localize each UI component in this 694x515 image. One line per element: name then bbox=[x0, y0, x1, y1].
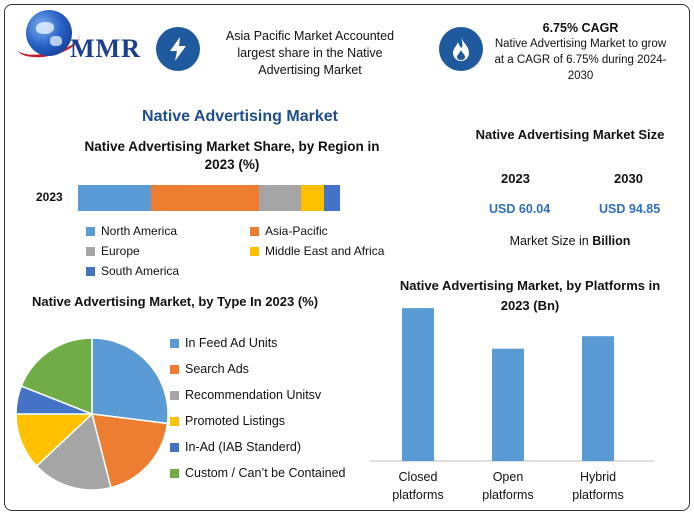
highlight-cagr: 6.75% CAGR Native Advertising Market to … bbox=[493, 20, 668, 84]
market-size-value-2030: USD 94.85 bbox=[599, 202, 661, 216]
region-legend-item: Europe bbox=[86, 244, 140, 258]
region-chart-title: Native Advertising Market Share, by Regi… bbox=[84, 139, 380, 172]
region-legend-item: Asia-Pacific bbox=[250, 224, 328, 238]
market-size-year-2030: 2030 bbox=[614, 171, 643, 186]
legend-label: In Feed Ad Units bbox=[185, 336, 278, 350]
cagr-text: Native Advertising Market to grow at a C… bbox=[494, 38, 667, 82]
pie-slice-recommendation-unitsv bbox=[35, 412, 112, 491]
globe-icon bbox=[26, 10, 72, 56]
mmr-logo: MMR bbox=[12, 8, 142, 68]
type-legend-item: Promoted Listings bbox=[170, 414, 285, 428]
market-size-value-2023: USD 60.04 bbox=[489, 202, 551, 216]
lightning-icon bbox=[156, 27, 200, 71]
platform-tick-label: platforms bbox=[482, 488, 533, 502]
legend-label: Middle East and Africa bbox=[265, 244, 385, 258]
region-segment-south-america bbox=[324, 185, 340, 211]
type-legend-item: In-Ad (IAB Standerd) bbox=[170, 440, 301, 454]
highlight-region-text: Asia Pacific Market Accounted largest sh… bbox=[225, 29, 395, 77]
platform-bar-open-platforms bbox=[492, 348, 524, 461]
region-segment-asia-pacific bbox=[151, 185, 259, 211]
market-size-unit-bold: Billion bbox=[592, 234, 631, 248]
platform-chart-title: Native Advertising Market, by Platforms … bbox=[399, 278, 661, 313]
market-size-unit-prefix: Market Size in bbox=[509, 234, 593, 248]
infographic-frame bbox=[4, 4, 690, 511]
legend-swatch bbox=[86, 246, 95, 256]
legend-swatch bbox=[170, 442, 179, 452]
type-legend-item: Recommendation Unitsv bbox=[170, 388, 321, 402]
pie-slice-in-feed-ad-units bbox=[91, 337, 169, 425]
legend-label: Recommendation Unitsv bbox=[185, 388, 322, 402]
platform-tick-label: Open bbox=[493, 470, 524, 484]
type-legend-item: Custom / Can’t be Contained bbox=[170, 466, 346, 480]
region-year-label: 2023 bbox=[36, 190, 63, 204]
region-legend-item: South America bbox=[86, 264, 179, 278]
region-segment-europe bbox=[258, 185, 301, 211]
legend-swatch bbox=[170, 468, 179, 478]
main-title: Native Advertising Market bbox=[142, 108, 338, 125]
flame-icon bbox=[439, 27, 483, 71]
platform-tick-label: Hybrid bbox=[580, 470, 616, 484]
legend-swatch bbox=[170, 416, 179, 426]
type-legend-item: In Feed Ad Units bbox=[170, 336, 277, 350]
platform-tick-label: Closed bbox=[399, 470, 438, 484]
legend-swatch bbox=[170, 364, 179, 374]
legend-swatch bbox=[250, 246, 259, 256]
type-legend-item: Search Ads bbox=[170, 362, 249, 376]
legend-label: Custom / Can’t be Contained bbox=[185, 466, 346, 480]
legend-swatch bbox=[170, 338, 179, 348]
logo-text: MMR bbox=[70, 34, 141, 63]
legend-swatch bbox=[86, 226, 95, 236]
platform-bar-closed-platforms bbox=[402, 308, 434, 461]
cagr-title: 6.75% CAGR bbox=[542, 21, 619, 35]
region-stacked-bar bbox=[78, 185, 340, 211]
region-legend-item: Middle East and Africa bbox=[250, 244, 384, 258]
pie-slice-search-ads bbox=[90, 413, 169, 489]
region-segment-north-america bbox=[78, 185, 152, 211]
pie-slice-custom-can-t-be-contained bbox=[20, 337, 93, 416]
legend-label: North America bbox=[101, 224, 178, 238]
legend-swatch bbox=[250, 226, 259, 236]
legend-label: Search Ads bbox=[185, 362, 249, 376]
market-size-unit: Market Size in Billion bbox=[480, 234, 660, 248]
region-legend-item: North America bbox=[86, 224, 177, 238]
platform-tick-label: platforms bbox=[572, 488, 623, 502]
type-chart-title: Native Advertising Market, by Type In 20… bbox=[31, 294, 319, 309]
legend-label: In-Ad (IAB Standerd) bbox=[185, 440, 302, 454]
type-pie-chart bbox=[15, 337, 169, 491]
market-size-title: Native Advertising Market Size bbox=[475, 127, 665, 142]
platform-bar-chart: Closed platforms Open platforms Hybrid platfo… bbox=[370, 308, 654, 502]
market-size-year-2023: 2023 bbox=[501, 171, 530, 186]
platform-tick-label: platforms bbox=[392, 488, 443, 502]
platform-bar-hybrid-platforms bbox=[582, 336, 614, 461]
legend-swatch bbox=[86, 266, 95, 276]
legend-label: Asia-Pacific bbox=[265, 224, 328, 238]
legend-label: Europe bbox=[101, 244, 140, 258]
legend-swatch bbox=[170, 390, 179, 400]
legend-label: Promoted Listings bbox=[185, 414, 286, 428]
region-segment-middle-east-and-africa bbox=[300, 185, 325, 211]
legend-label: South America bbox=[101, 264, 180, 278]
